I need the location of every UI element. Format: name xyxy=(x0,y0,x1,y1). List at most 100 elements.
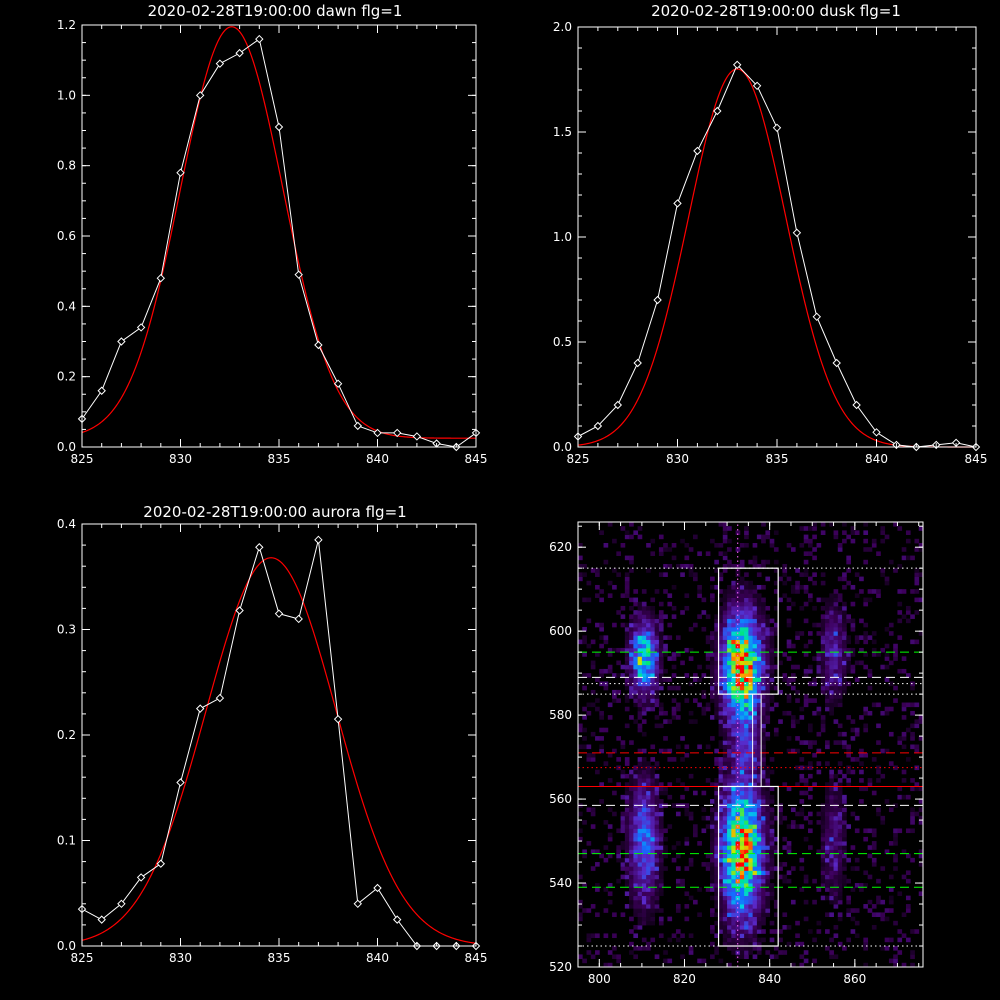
heatmap-cell xyxy=(884,652,890,657)
heatmap-cell xyxy=(620,744,626,750)
heatmap-cell xyxy=(799,811,805,817)
heatmap-cell xyxy=(663,635,668,640)
heatmap-cell xyxy=(701,815,707,821)
heatmap-cell xyxy=(850,727,856,733)
heatmap-cell xyxy=(629,803,634,808)
heatmap-cell xyxy=(752,744,758,750)
heatmap-cell xyxy=(650,677,656,682)
heatmap-cell xyxy=(748,807,754,813)
heatmap-cell xyxy=(633,887,639,892)
heatmap-cell xyxy=(744,765,749,771)
heatmap-cell xyxy=(765,534,771,540)
heatmap-cell xyxy=(790,643,796,649)
heatmap-cell xyxy=(808,929,813,934)
heatmap-cell xyxy=(612,673,617,678)
heatmap-cell xyxy=(888,807,894,813)
heatmap-cell xyxy=(629,857,634,863)
heatmap-cell xyxy=(748,925,754,930)
heatmap-cell xyxy=(816,769,822,775)
heatmap-cell xyxy=(871,925,877,930)
heatmap-cell xyxy=(633,719,639,724)
heatmap-cell xyxy=(722,916,728,922)
heatmap-cell xyxy=(756,866,762,871)
heatmap-cell xyxy=(769,618,775,624)
heatmap-cell xyxy=(761,731,766,737)
heatmap-cell xyxy=(837,853,843,859)
heatmap-cell xyxy=(637,895,643,901)
heatmap-cell xyxy=(718,815,724,821)
heatmap-cell xyxy=(765,828,771,834)
heatmap-cell xyxy=(735,853,741,859)
heatmap-cell xyxy=(697,841,702,846)
heatmap-cell xyxy=(663,710,668,716)
heatmap-cell xyxy=(752,710,758,716)
heatmap-cell xyxy=(658,803,664,808)
heatmap-cell xyxy=(727,639,732,645)
heatmap-cell xyxy=(744,807,749,813)
heatmap-cell xyxy=(778,660,783,666)
heatmap-cell xyxy=(880,572,886,577)
heatmap-cell xyxy=(727,941,732,947)
heatmap-cell xyxy=(744,786,749,792)
heatmap-cell xyxy=(837,723,843,729)
heatmap-cell xyxy=(646,639,651,645)
fit-curve xyxy=(81,557,477,944)
heatmap-cell xyxy=(658,853,664,859)
heatmap-cell xyxy=(718,878,724,884)
heatmap-cell xyxy=(697,584,702,590)
heatmap-cell xyxy=(646,702,651,708)
heatmap-cell xyxy=(624,530,630,535)
heatmap-cell xyxy=(748,883,754,888)
heatmap-cell xyxy=(599,736,604,741)
heatmap-cell xyxy=(748,916,754,922)
heatmap-cell xyxy=(854,639,860,645)
heatmap-cell xyxy=(850,584,856,590)
heatmap-cell xyxy=(650,828,656,834)
heatmap-cell xyxy=(654,664,660,670)
heatmap-cell xyxy=(833,689,839,695)
heatmap-cell xyxy=(769,664,775,670)
heatmap-cell xyxy=(837,824,843,829)
heatmap-cell xyxy=(646,845,651,850)
heatmap-cell xyxy=(701,828,707,834)
heatmap-cell xyxy=(739,769,745,775)
heatmap-cell xyxy=(752,614,758,619)
heatmap-cell xyxy=(624,584,630,590)
heatmap-cell xyxy=(773,647,779,653)
heatmap-cell xyxy=(714,677,719,682)
heatmap-cell xyxy=(859,748,864,754)
heatmap-cell xyxy=(722,841,728,846)
heatmap-cell xyxy=(637,748,643,754)
heatmap-cell xyxy=(837,698,843,703)
heatmap-cell xyxy=(880,815,886,821)
heatmap-cell xyxy=(769,920,775,926)
heatmap-cell xyxy=(727,677,732,682)
heatmap-cell xyxy=(893,857,898,863)
heatmap-cell xyxy=(744,580,749,586)
heatmap-cell xyxy=(646,664,651,670)
heatmap-cell xyxy=(658,551,664,556)
heatmap-cell xyxy=(799,572,805,577)
heatmap-cell xyxy=(854,731,860,737)
heatmap-cell xyxy=(731,883,736,888)
heatmap-cell xyxy=(918,719,924,724)
heatmap-cell xyxy=(765,685,771,691)
heatmap-cell xyxy=(820,874,826,880)
heatmap-cell xyxy=(739,849,745,855)
heatmap-cell xyxy=(816,622,822,628)
heatmap-cell xyxy=(582,626,587,632)
heatmap-cell xyxy=(693,534,698,540)
heatmap-cell xyxy=(739,618,745,624)
heatmap-cell xyxy=(701,958,707,964)
heatmap-cell xyxy=(718,870,724,876)
heatmap-cell xyxy=(629,647,634,653)
heatmap-cell xyxy=(837,832,843,838)
heatmap-cell xyxy=(629,841,634,846)
heatmap-cell xyxy=(641,631,647,636)
heatmap-cell xyxy=(739,744,745,750)
heatmap-cell xyxy=(812,752,817,758)
heatmap-cell xyxy=(646,916,651,922)
heatmap-cell xyxy=(654,656,660,661)
heatmap-cell xyxy=(629,694,634,699)
heatmap-cell xyxy=(710,593,715,598)
